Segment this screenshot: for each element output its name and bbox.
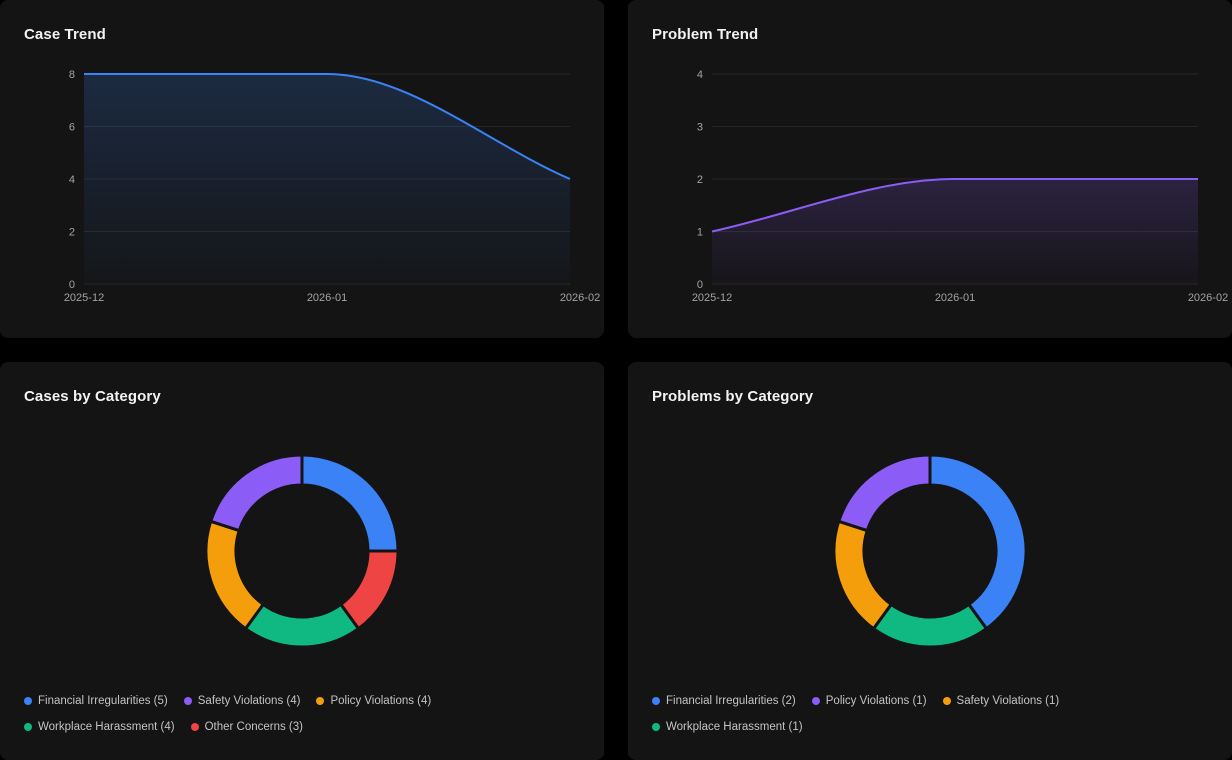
series-line xyxy=(84,73,571,180)
legend-item-workplace-harassment[interactable]: Workplace Harassment (4) xyxy=(24,719,175,735)
legend-item-workplace-harassment[interactable]: Workplace Harassment (1) xyxy=(652,719,803,735)
donut-slice-workplace-harassment[interactable] xyxy=(243,602,361,649)
legend-item-policy-violations[interactable]: Policy Violations (4) xyxy=(316,693,431,709)
x-tick-label: 2026-02 xyxy=(1188,292,1228,304)
x-tick-label: 2026-01 xyxy=(935,292,975,304)
legend-dot-icon xyxy=(183,697,192,705)
legend-label: Financial Irregularities (5) xyxy=(38,695,168,707)
problem-trend-chart: 0 1 2 3 4 2025-12 2026-01 2026-02 xyxy=(692,69,1228,304)
legend-item-policy-violations[interactable]: Policy Violations (1) xyxy=(811,693,927,709)
legend-dot-icon xyxy=(24,697,32,705)
area-fill xyxy=(712,179,1198,284)
case-trend-title: Case Trend xyxy=(24,26,106,43)
legend-label: Workplace Harassment (4) xyxy=(38,721,175,733)
donut-slice-policy-violations[interactable] xyxy=(836,453,932,533)
problem-trend-panel: Problem Trend 0 1 2 3 4 2025-12 2026-01 2026-02 xyxy=(628,0,1232,338)
y-tick-label: 2 xyxy=(69,227,75,239)
y-tick-label: 0 xyxy=(69,279,75,291)
problems-by-category-chart xyxy=(832,453,1028,649)
cases-by-category-chart xyxy=(204,453,400,649)
legend-item-safety-violations[interactable]: Safety Violations (4) xyxy=(183,693,301,709)
legend-label: Workplace Harassment (1) xyxy=(666,721,803,733)
y-tick-label: 3 xyxy=(697,122,703,134)
x-tick-label: 2025-12 xyxy=(692,292,732,304)
legend-label: Safety Violations (4) xyxy=(197,695,301,707)
legend-dot-icon xyxy=(652,697,660,705)
donut-slice-policy-violations[interactable] xyxy=(204,519,266,631)
problem-trend-title: Problem Trend xyxy=(652,26,759,43)
x-tick-label: 2025-12 xyxy=(64,292,104,304)
area-fill xyxy=(84,74,570,284)
legend-item-other-concerns[interactable]: Other Concerns (3) xyxy=(190,719,303,735)
series-line xyxy=(711,178,1198,233)
y-tick-label: 4 xyxy=(69,174,75,186)
legend-item-financial-irregularities[interactable]: Financial Irregularities (5) xyxy=(24,693,168,709)
donut-slice-safety-violations[interactable] xyxy=(832,519,894,631)
cases-by-category-legend: Financial Irregularities (5) Safety Viola… xyxy=(24,693,584,735)
case-trend-chart: 0 2 4 6 8 2025-12 2026-01 2026-02 xyxy=(64,69,600,304)
y-tick-label: 1 xyxy=(697,227,703,239)
y-tick-label: 4 xyxy=(697,69,703,81)
legend-label: Policy Violations (4) xyxy=(330,695,432,707)
case-trend-panel: Case Trend 0 2 4 6 8 2025-12 2026-01 2026-02 xyxy=(0,0,604,338)
x-tick-label: 2026-01 xyxy=(307,292,347,304)
problems-by-category-legend: Financial Irregularities (2) Policy Viola… xyxy=(652,693,1212,735)
x-tick-label: 2026-02 xyxy=(560,292,600,304)
legend-item-safety-violations[interactable]: Safety Violations (1) xyxy=(942,693,1060,709)
legend-dot-icon xyxy=(811,697,820,705)
y-tick-label: 0 xyxy=(697,279,703,291)
problems-by-category-panel: Problems by Category Financial Irregular… xyxy=(628,362,1232,760)
legend-label: Financial Irregularities (2) xyxy=(666,695,796,707)
donut-slice-safety-violations[interactable] xyxy=(208,453,304,533)
donut-slice-workplace-harassment[interactable] xyxy=(871,602,989,649)
y-tick-label: 8 xyxy=(69,69,75,81)
legend-dot-icon xyxy=(942,697,951,705)
cases-by-category-panel: Cases by Category Financial Irregulariti… xyxy=(0,362,604,760)
donut-slice-financial-irregularities[interactable] xyxy=(928,453,1028,631)
legend-dot-icon xyxy=(24,723,32,731)
donut-slice-financial-irregularities[interactable] xyxy=(300,453,400,553)
legend-dot-icon xyxy=(190,723,199,731)
legend-label: Safety Violations (1) xyxy=(956,695,1060,707)
legend-item-financial-irregularities[interactable]: Financial Irregularities (2) xyxy=(652,693,796,709)
y-tick-label: 2 xyxy=(697,174,703,186)
y-tick-label: 6 xyxy=(69,122,75,134)
legend-dot-icon xyxy=(316,697,325,705)
problems-by-category-title: Problems by Category xyxy=(652,388,814,405)
cases-by-category-title: Cases by Category xyxy=(24,388,161,405)
legend-label: Other Concerns (3) xyxy=(204,721,303,733)
legend-label: Policy Violations (1) xyxy=(825,695,927,707)
legend-dot-icon xyxy=(652,723,660,731)
